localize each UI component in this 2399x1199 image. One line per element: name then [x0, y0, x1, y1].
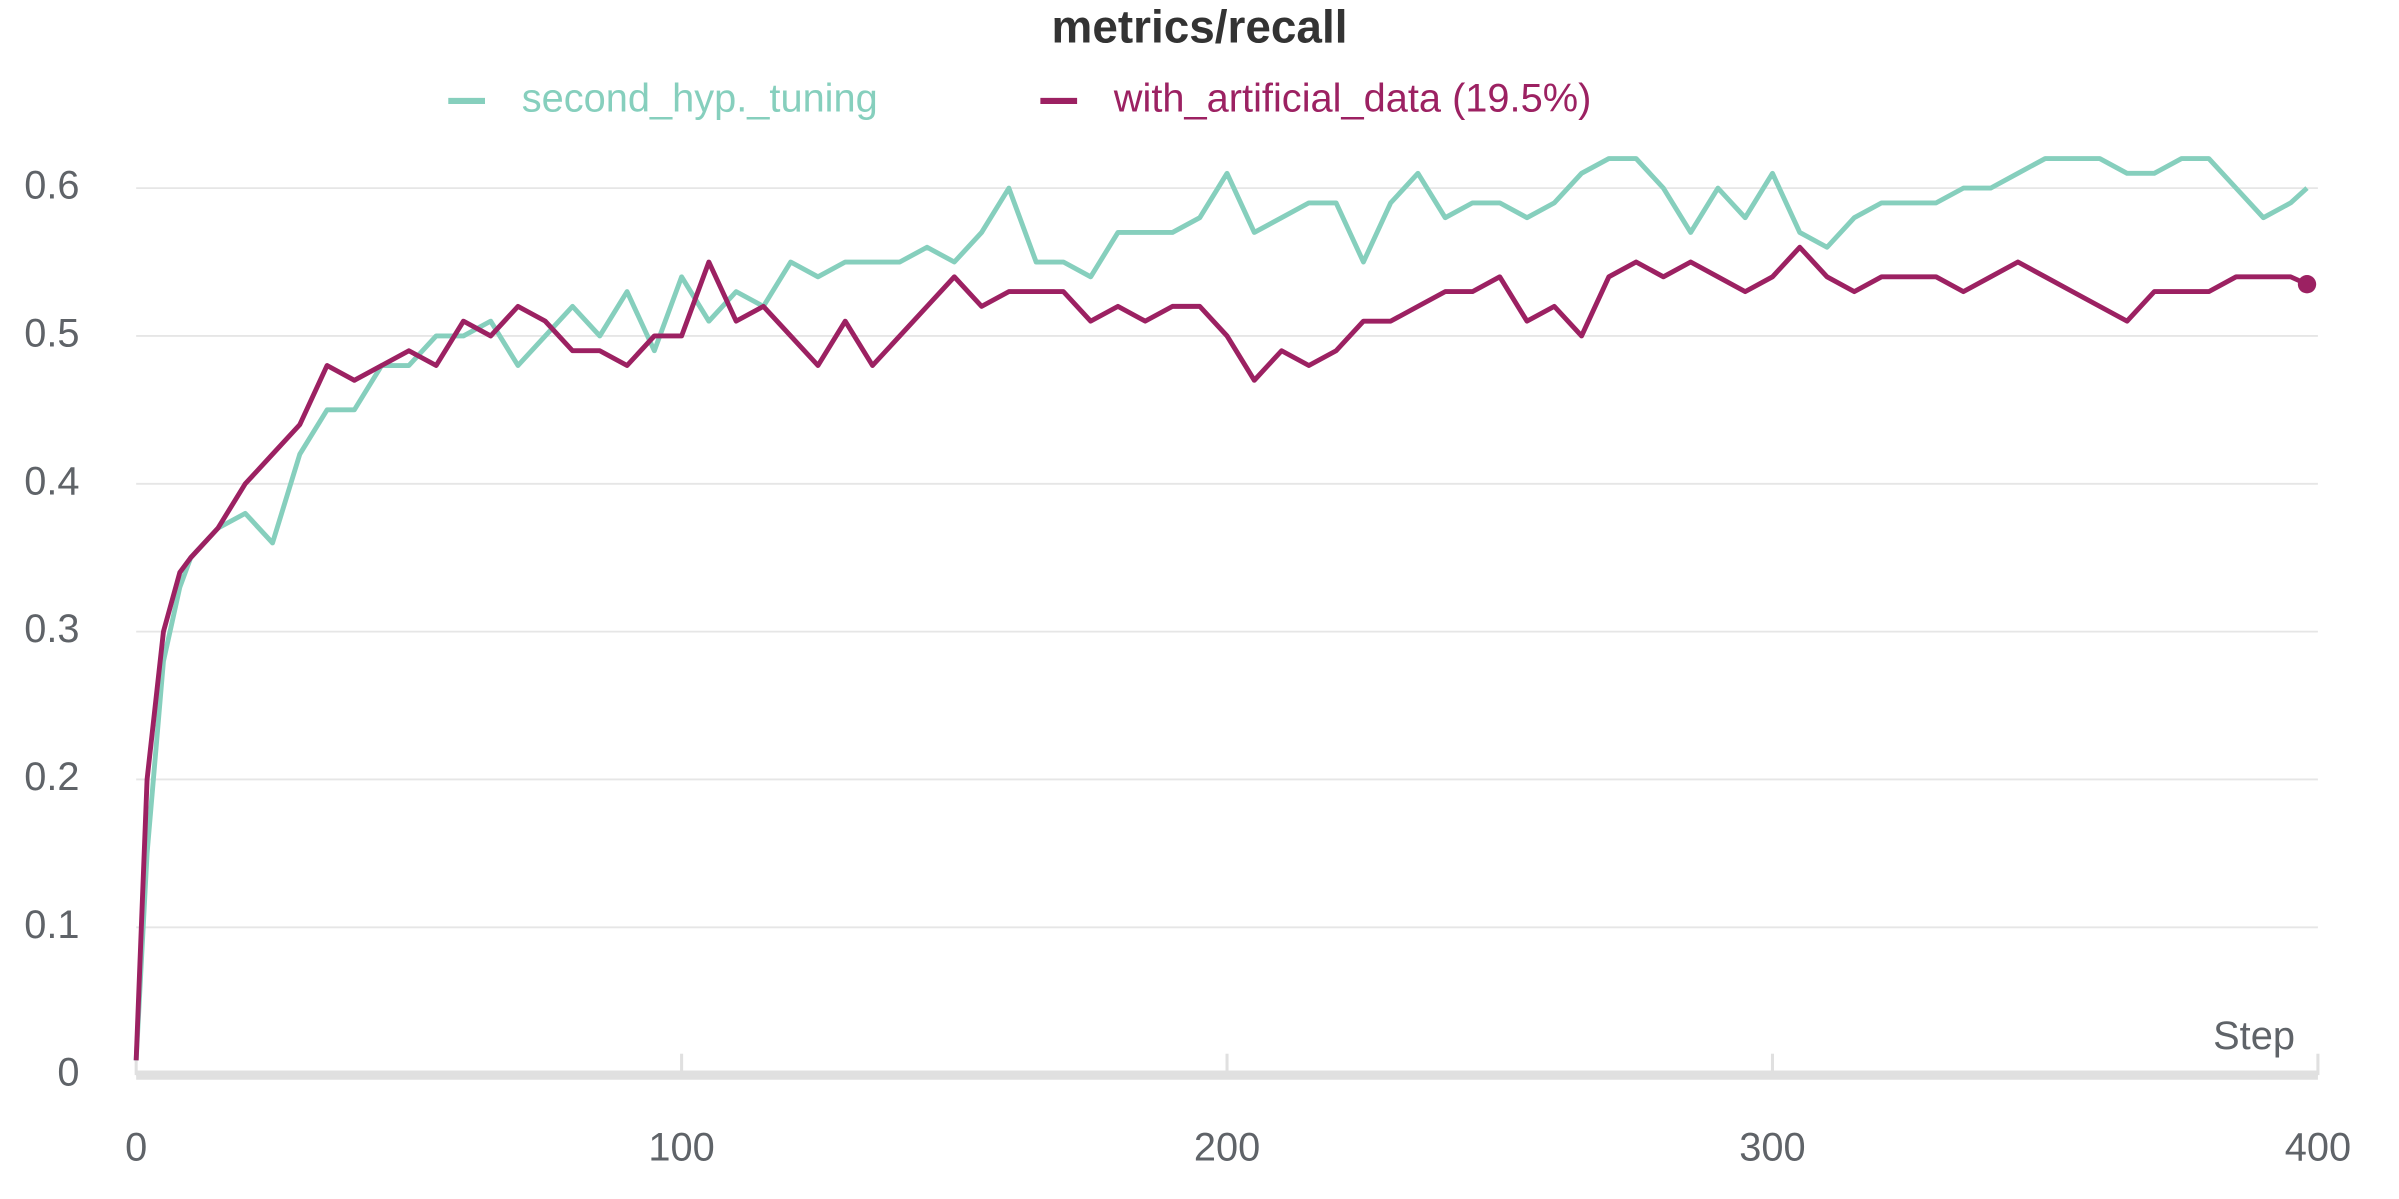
x-tick-label: 200: [1194, 1126, 1260, 1170]
x-tick-label: 0: [125, 1126, 147, 1170]
x-axis-label: Step: [2213, 1014, 2295, 1058]
legend-label: with_artificial_data (19.5%): [1113, 76, 1592, 120]
x-tick-label: 300: [1739, 1126, 1805, 1170]
chart-title: metrics/recall: [1052, 1, 1348, 53]
x-tick-label: 100: [648, 1126, 714, 1170]
legend-label: second_hyp._tuning: [522, 76, 878, 120]
y-tick-label: 0: [57, 1051, 79, 1095]
series-line: [133, 156, 2309, 1061]
series-line: [133, 244, 2309, 1061]
y-tick-label: 0.1: [24, 903, 79, 947]
end-marker: [2297, 275, 2317, 294]
y-tick-label: 0.6: [24, 164, 79, 208]
y-tick-label: 0.5: [24, 311, 79, 355]
y-tick-label: 0.4: [24, 459, 79, 503]
y-tick-label: 0.2: [24, 755, 79, 799]
y-tick-label: 0.3: [24, 607, 79, 651]
x-tick-label: 400: [2285, 1126, 2351, 1170]
